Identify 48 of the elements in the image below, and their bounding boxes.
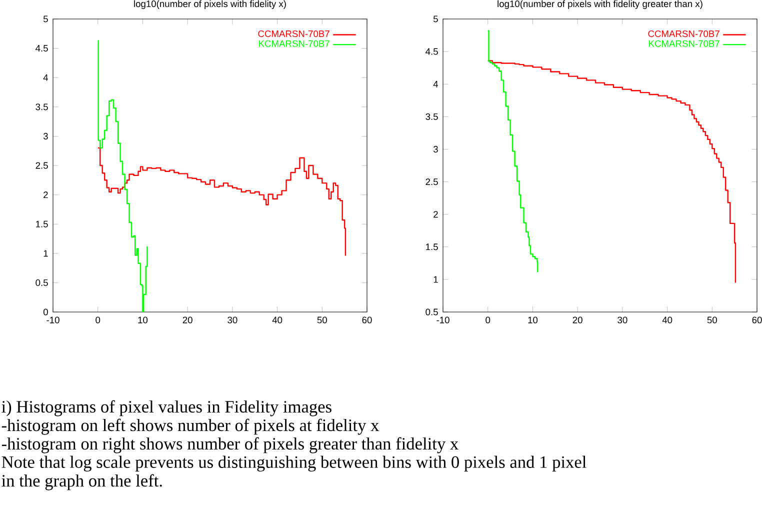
y-tick-label: 3.5 xyxy=(36,104,48,110)
y-tick-label: 2 xyxy=(44,192,48,198)
x-tick-label: 40 xyxy=(662,316,672,324)
x-tick-label: 40 xyxy=(272,316,282,324)
y-tick-label: 1.5 xyxy=(36,220,48,228)
text: in the graph on the left. xyxy=(2,474,162,490)
y-tick-label: 5 xyxy=(43,16,48,22)
legend-label: CCMARSN-70B7 xyxy=(648,30,720,38)
y-tick-label: 4 xyxy=(433,80,438,88)
y-tick-label: 1.5 xyxy=(426,244,438,250)
legend-label: KCMARSN-70B7 xyxy=(649,40,720,47)
x-tick-label: 60 xyxy=(752,316,762,324)
y-tick-label: 2 xyxy=(434,211,438,218)
y-tick-label: 3.5 xyxy=(426,113,438,120)
y-tick-label: 2.5 xyxy=(36,162,48,169)
x-tick-label: -10 xyxy=(436,316,450,324)
x-tick-label: 20 xyxy=(572,316,582,324)
y-tick-label: 0 xyxy=(43,308,48,316)
y-tick-label: 3 xyxy=(433,146,438,153)
x-tick-label: 0 xyxy=(486,316,490,324)
text: -histogram on left shows number of pixels at fidelity x xyxy=(2,418,379,435)
x-tick-label: 30 xyxy=(228,316,238,324)
y-tick-label: 0.5 xyxy=(426,308,438,316)
y-tick-label: 0.5 xyxy=(36,279,48,286)
y-tick-label: 2.5 xyxy=(426,178,438,186)
x-tick-label: 10 xyxy=(138,316,148,324)
y-tick-label: 1 xyxy=(44,250,48,257)
y-tick-label: 3 xyxy=(43,132,48,140)
y-tick-label: 4.5 xyxy=(426,48,438,55)
y-tick-label: 1 xyxy=(434,276,438,283)
chart-title: log10(number of pixels with fidelity x) xyxy=(134,0,286,9)
chart-title: log10(number of pixels with fidelity greater than x) xyxy=(498,0,702,9)
x-tick-label: 10 xyxy=(528,316,538,324)
y-tick-label: 4 xyxy=(43,74,48,81)
legend-label: CCMARSN-70B7 xyxy=(258,30,330,38)
x-tick-label: 0 xyxy=(96,316,100,324)
x-tick-label: 60 xyxy=(362,316,372,324)
x-tick-label: 30 xyxy=(618,316,628,324)
y-tick-label: 5 xyxy=(433,16,438,22)
text: i) Histograms of pixel values in Fidelity images xyxy=(2,400,332,416)
y-tick-label: 4.5 xyxy=(36,45,48,52)
text: -histogram on right shows number of pixels greater than fidelity x xyxy=(2,437,458,454)
legend-label: KCMARSN-70B7 xyxy=(259,40,330,47)
x-tick-label: 50 xyxy=(317,316,327,324)
x-tick-label: 50 xyxy=(707,316,717,324)
x-tick-label: 20 xyxy=(182,316,192,324)
text: Note that log scale prevents us distinguishing between bins with 0 pixels and 1 pixel xyxy=(2,456,586,472)
x-tick-label: -10 xyxy=(46,316,60,324)
